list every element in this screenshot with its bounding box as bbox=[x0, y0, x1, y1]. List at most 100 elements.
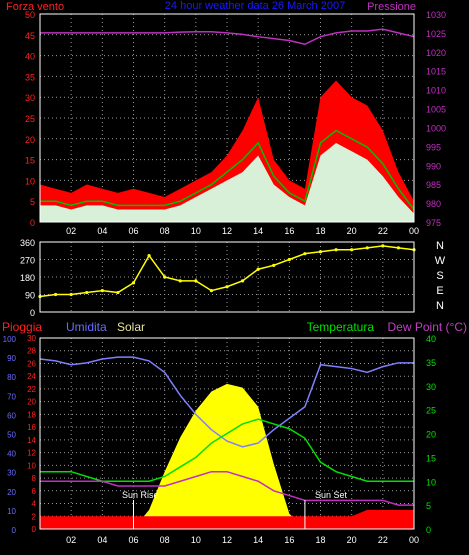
wind-direction-point bbox=[256, 267, 260, 271]
wind-direction-point bbox=[396, 246, 401, 250]
compass-label: E bbox=[436, 285, 443, 297]
humidity-tick-label: 50 bbox=[7, 431, 16, 440]
wind-direction-point bbox=[69, 292, 73, 297]
y2-tick-label: 1025 bbox=[426, 29, 446, 39]
wind-direction-point bbox=[147, 254, 151, 258]
humidity-tick-label: 80 bbox=[7, 373, 16, 382]
wind-direction-point bbox=[318, 250, 323, 254]
humidity-tick-label: 60 bbox=[7, 411, 16, 420]
y-tick-label: 25 bbox=[25, 114, 35, 124]
y2-tick-label: 980 bbox=[426, 199, 441, 209]
humidity-tick-label: 40 bbox=[7, 450, 16, 459]
wind-direction-point bbox=[131, 281, 136, 285]
y2-tick-label: 1010 bbox=[426, 86, 446, 96]
y-tick-label: 90 bbox=[25, 291, 35, 301]
y-tick-label: 180 bbox=[20, 273, 35, 283]
temperature-label: Temperatura bbox=[307, 320, 375, 334]
rain-tick-label: 16 bbox=[27, 423, 36, 432]
temperature-tick-label: 40 bbox=[426, 334, 436, 344]
rain-tick-label: 8 bbox=[32, 474, 37, 483]
x-tick-label: 14 bbox=[253, 226, 263, 236]
wind-direction-point bbox=[163, 275, 167, 279]
left-tick-labels: 0 5 10 15 20 25 30 35 40 45 50 bbox=[25, 10, 35, 228]
y-tick-label: 20 bbox=[25, 135, 35, 145]
x-tick-label: 12 bbox=[222, 535, 232, 545]
temperature-tick-label: 25 bbox=[426, 406, 436, 416]
temperature-tick-label: 5 bbox=[426, 501, 431, 511]
temperature-tick-label: 30 bbox=[426, 382, 436, 392]
x-tick-label: 08 bbox=[160, 535, 170, 545]
rain-label: Pioggia bbox=[2, 320, 42, 334]
x-tick-labels: 02 04 06 08 10 12 14 16 18 20 22 00 bbox=[66, 535, 419, 545]
wind-direction-point bbox=[287, 257, 291, 262]
x-tick-label: 00 bbox=[409, 226, 419, 236]
x-tick-label: 14 bbox=[253, 535, 263, 545]
humidity-tick-label: 100 bbox=[3, 335, 17, 344]
dewpoint-line bbox=[40, 470, 414, 506]
y2-tick-label: 1030 bbox=[426, 10, 446, 20]
wind-direction-point bbox=[209, 289, 214, 293]
rain-tick-label: 30 bbox=[27, 334, 36, 343]
rain-tick-label: 10 bbox=[27, 461, 36, 470]
y2-tick-label: 1005 bbox=[426, 105, 446, 115]
plot-frame bbox=[39, 241, 415, 313]
y-tick-label: 50 bbox=[25, 10, 35, 20]
rain-tick-label: 0 bbox=[32, 525, 37, 534]
y-tick-label: 45 bbox=[25, 31, 35, 41]
solar-area bbox=[40, 383, 414, 529]
x-tick-label: 16 bbox=[284, 226, 294, 236]
x-tick-label: 04 bbox=[97, 226, 107, 236]
temperature-tick-label: 0 bbox=[426, 525, 431, 535]
wind-speed-line bbox=[40, 129, 415, 210]
y2-tick-label: 995 bbox=[426, 142, 441, 152]
humidity-tick-labels: 0 10 20 30 40 50 60 70 80 90 100 bbox=[3, 335, 17, 535]
rain-tick-label: 12 bbox=[27, 449, 36, 458]
rain-tick-label: 28 bbox=[27, 347, 36, 356]
x-tick-label: 22 bbox=[378, 226, 388, 236]
solar-label: Solar bbox=[117, 320, 145, 334]
x-tick-label: 10 bbox=[191, 226, 201, 236]
sunrise-annotation: Sun Rise bbox=[122, 490, 159, 500]
wind-direction-point bbox=[240, 279, 245, 283]
plot-frame bbox=[39, 13, 415, 223]
x-tick-label: 22 bbox=[378, 535, 388, 545]
y-tick-label: 5 bbox=[30, 197, 35, 207]
x-tick-label: 20 bbox=[347, 535, 357, 545]
y2-tick-label: 1020 bbox=[426, 48, 446, 58]
y2-tick-label: 1015 bbox=[426, 67, 446, 77]
rain-tick-label: 22 bbox=[27, 385, 36, 394]
plot-frame bbox=[39, 337, 415, 530]
temperature-tick-label: 20 bbox=[426, 430, 436, 440]
compass-label: N bbox=[436, 240, 444, 252]
wind-direction-point bbox=[53, 292, 58, 297]
series bbox=[38, 244, 416, 299]
series bbox=[40, 28, 415, 222]
x-tick-label: 02 bbox=[66, 226, 76, 236]
wind-direction-point bbox=[303, 252, 307, 256]
wind-direction-point bbox=[116, 290, 120, 295]
y-tick-label: 270 bbox=[20, 256, 35, 266]
dewpoint-label: Dew Point (°C) bbox=[388, 320, 467, 334]
y-tick-label: 360 bbox=[20, 238, 35, 248]
y-tick-label: 40 bbox=[25, 52, 35, 62]
x-tick-label: 06 bbox=[128, 535, 138, 545]
chart-title: 24 hour weather data 26 March 2007 bbox=[165, 0, 345, 12]
humidity-tick-label: 0 bbox=[12, 526, 17, 535]
rain-tick-label: 20 bbox=[27, 398, 36, 407]
y-tick-label: 35 bbox=[25, 72, 35, 82]
compass-label: S bbox=[436, 270, 443, 282]
x-tick-labels: 02 04 06 08 10 12 14 16 18 20 22 00 bbox=[66, 226, 419, 236]
temperature-tick-labels: 0 5 10 15 20 25 30 35 40 bbox=[426, 334, 436, 535]
wind-direction-point bbox=[85, 290, 89, 295]
wind-direction-point bbox=[365, 246, 369, 250]
wind-direction-point bbox=[334, 248, 338, 252]
wind-direction-point bbox=[272, 263, 276, 267]
temperature-tick-label: 35 bbox=[426, 358, 436, 368]
pressure-line bbox=[40, 28, 415, 46]
wind-direction-point bbox=[100, 289, 104, 293]
humidity-tick-label: 90 bbox=[7, 354, 16, 363]
